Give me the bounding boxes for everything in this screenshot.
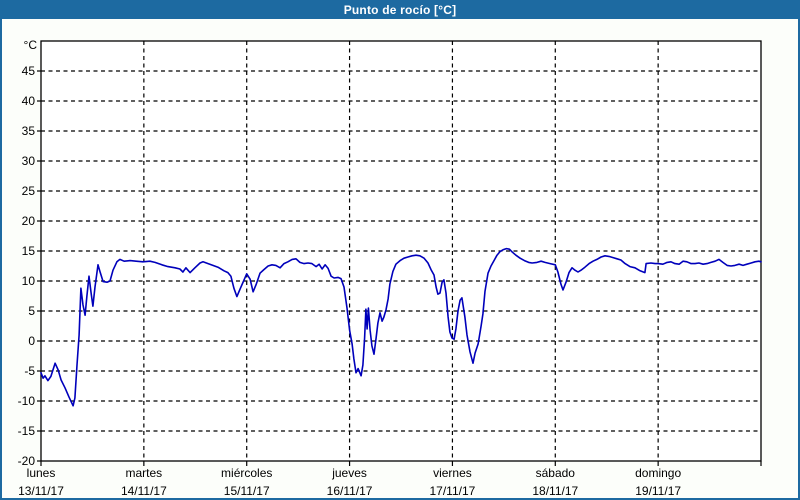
y-tick-label: 35 — [22, 124, 36, 138]
x-day-label: domingo — [635, 466, 681, 480]
x-date-label: 17/11/17 — [430, 484, 476, 498]
x-day-label: miércoles — [221, 466, 272, 480]
x-day-label: viernes — [433, 466, 472, 480]
y-tick-label: 20 — [22, 214, 36, 228]
y-tick-label: 15 — [22, 244, 36, 258]
y-tick-label: -15 — [18, 424, 36, 438]
x-day-label: sábado — [536, 466, 576, 480]
y-tick-label: -10 — [18, 394, 36, 408]
y-tick-label: -5 — [24, 364, 35, 378]
x-date-label: 13/11/17 — [18, 484, 64, 498]
x-date-label: 19/11/17 — [635, 484, 681, 498]
x-day-label: martes — [126, 466, 163, 480]
y-tick-label: 45 — [22, 64, 36, 78]
y-tick-label: 40 — [22, 94, 36, 108]
y-tick-label: 10 — [22, 274, 36, 288]
x-date-label: 18/11/17 — [532, 484, 578, 498]
x-day-label: lunes — [27, 466, 56, 480]
chart-title-bar: Punto de rocío [°C] — [2, 2, 798, 19]
x-day-label: jueves — [331, 466, 367, 480]
chart-area: 45 40 35 30 25 20 15 10 5 0 -5 -10 -15 -20 °C lunes 13/1… — [2, 19, 798, 498]
y-tick-label: 5 — [28, 304, 35, 318]
y-tick-label: 0 — [28, 334, 35, 348]
chart-title: Punto de rocío [°C] — [343, 3, 457, 17]
y-tick-label: 30 — [22, 154, 36, 168]
dew-point-line-chart: 45 40 35 30 25 20 15 10 5 0 -5 -10 -15 -20 °C lunes 13/1… — [18, 38, 762, 498]
y-axis-unit-label: °C — [24, 38, 38, 52]
dew-point-line — [40, 247, 762, 407]
x-date-label: 15/11/17 — [224, 484, 270, 498]
y-tick-label: 25 — [22, 184, 36, 198]
x-date-label: 16/11/17 — [327, 484, 373, 498]
y-tick-label: -20 — [18, 454, 36, 468]
x-date-label: 14/11/17 — [121, 484, 167, 498]
